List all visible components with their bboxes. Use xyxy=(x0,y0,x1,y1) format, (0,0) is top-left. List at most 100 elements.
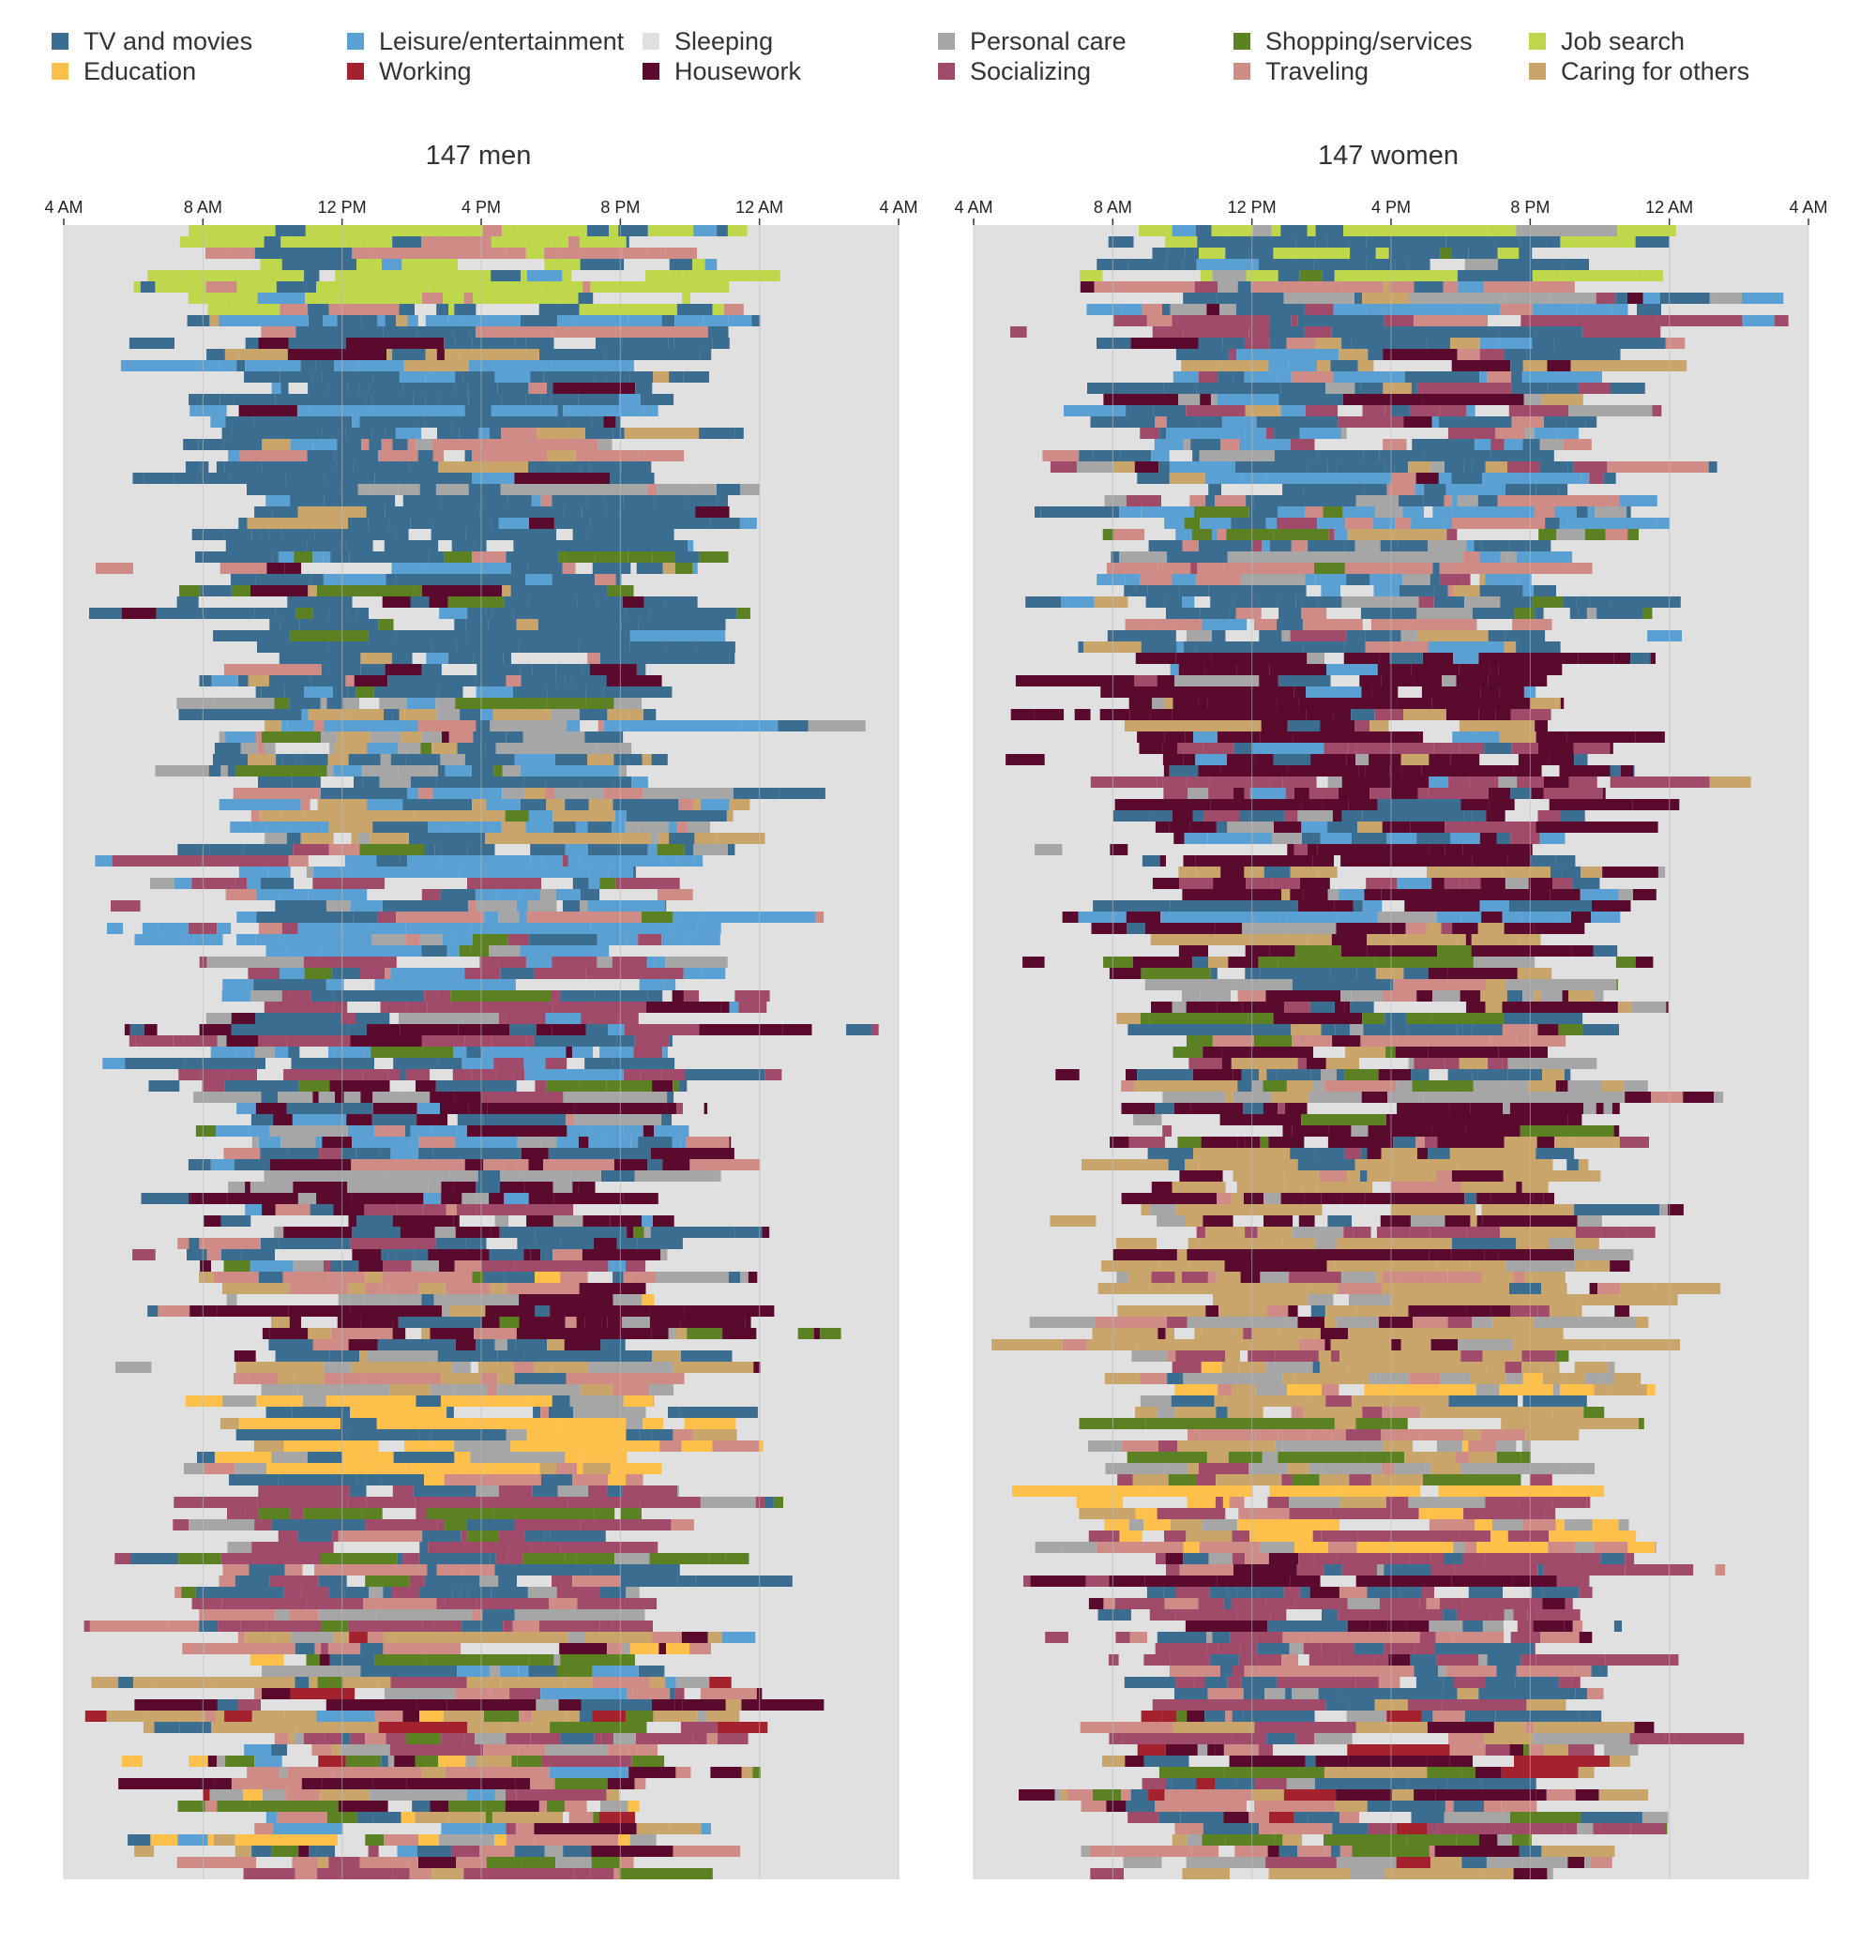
activity-segment-caring xyxy=(1174,1272,1182,1283)
activity-segment-tv xyxy=(276,754,283,765)
activity-segment-caring xyxy=(1578,1159,1589,1170)
activity-segment-traveling xyxy=(1525,1722,1535,1733)
activity-segment-tv xyxy=(578,394,601,405)
activity-segment-housework xyxy=(1459,664,1490,675)
activity-segment-socializing xyxy=(684,990,700,1002)
activity-segment-leisure xyxy=(1479,338,1500,349)
activity-segment-caring xyxy=(202,1677,216,1688)
activity-segment-tv xyxy=(1204,1677,1228,1688)
activity-segment-caring xyxy=(534,1362,552,1373)
activity-segment-leisure xyxy=(661,855,676,867)
activity-segment-tv xyxy=(444,338,456,349)
activity-segment-shopping xyxy=(1301,1114,1386,1125)
activity-segment-socializing xyxy=(1601,1227,1627,1238)
activity-segment-caring xyxy=(1196,867,1207,878)
activity-segment-personal xyxy=(1263,1193,1281,1204)
activity-segment-sleeping xyxy=(1333,1294,1349,1305)
activity-segment-tv xyxy=(347,686,356,698)
activity-segment-sleeping xyxy=(1339,1519,1430,1530)
activity-segment-leisure xyxy=(608,1260,626,1272)
activity-segment-shopping xyxy=(564,551,583,563)
activity-segment-caring xyxy=(1250,1148,1284,1159)
activity-segment-personal xyxy=(506,1429,527,1440)
activity-segment-traveling xyxy=(327,1643,361,1654)
panel-title-women: 147 women xyxy=(1318,141,1459,171)
activity-segment-tv xyxy=(551,394,579,405)
activity-segment-socializing xyxy=(1490,1609,1505,1621)
activity-segment-tv xyxy=(1414,1666,1439,1677)
activity-segment-personal xyxy=(567,731,585,743)
activity-segment-tv xyxy=(1235,304,1305,315)
activity-segment-socializing xyxy=(522,1013,546,1024)
activity-segment-tv xyxy=(205,608,241,619)
activity-segment-personal xyxy=(527,1587,557,1598)
activity-segment-jobsearch xyxy=(692,259,705,270)
activity-segment-socializing xyxy=(199,1069,229,1080)
activity-segment-shopping xyxy=(1406,1013,1432,1024)
activity-segment-socializing xyxy=(1536,1654,1606,1666)
activity-segment-tv xyxy=(1093,450,1121,461)
activity-segment-socializing xyxy=(1090,776,1157,788)
activity-segment-housework xyxy=(430,1801,449,1812)
activity-segment-housework xyxy=(628,1767,676,1778)
activity-segment-traveling xyxy=(96,563,133,574)
activity-segment-housework xyxy=(645,1002,721,1013)
activity-segment-traveling xyxy=(540,1407,549,1418)
activity-segment-tv xyxy=(1344,540,1355,551)
activity-segment-shopping xyxy=(1555,1350,1569,1362)
activity-segment-personal xyxy=(549,1609,645,1621)
activity-segment-housework xyxy=(1330,844,1430,855)
activity-segment-caring xyxy=(1318,1350,1331,1362)
activity-segment-personal xyxy=(539,889,556,900)
activity-segment-socializing xyxy=(347,1497,367,1508)
activity-segment-tv xyxy=(500,968,535,979)
activity-segment-housework xyxy=(1224,1260,1327,1272)
activity-segment-leisure xyxy=(235,1047,250,1058)
activity-segment-leisure xyxy=(1539,833,1566,844)
activity-segment-caring xyxy=(438,461,528,473)
activity-segment-caring xyxy=(213,1834,235,1846)
activity-segment-jobsearch xyxy=(700,281,719,293)
activity-segment-leisure xyxy=(526,270,563,281)
activity-segment-tv xyxy=(1457,270,1533,281)
activity-segment-shopping xyxy=(1387,1452,1405,1463)
activity-segment-personal xyxy=(1355,754,1369,765)
activity-segment-tv xyxy=(322,371,342,383)
activity-segment-tv xyxy=(118,1677,133,1688)
activity-segment-housework xyxy=(416,1699,447,1711)
activity-segment-caring xyxy=(1216,1474,1282,1485)
activity-segment-tv xyxy=(429,551,445,563)
activity-segment-tv xyxy=(1266,1733,1296,1744)
activity-segment-tv xyxy=(287,596,353,608)
activity-segment-tv xyxy=(1035,506,1041,518)
activity-segment-caring xyxy=(1395,1474,1423,1485)
activity-segment-socializing xyxy=(366,1497,416,1508)
activity-segment-caring xyxy=(1198,1159,1298,1170)
activity-segment-caring xyxy=(716,833,765,844)
activity-segment-housework xyxy=(1245,945,1251,957)
activity-segment-socializing xyxy=(1511,743,1538,754)
activity-segment-shopping xyxy=(321,1621,348,1632)
activity-segment-traveling xyxy=(381,1283,389,1294)
activity-segment-tv xyxy=(1108,236,1134,248)
activity-segment-leisure xyxy=(459,867,487,878)
activity-segment-socializing xyxy=(1563,315,1657,326)
activity-segment-caring xyxy=(403,360,433,371)
activity-segment-education xyxy=(1339,1485,1347,1497)
activity-segment-personal xyxy=(1507,1058,1597,1069)
activity-segment-housework xyxy=(1415,473,1423,484)
activity-segment-traveling xyxy=(365,1733,386,1744)
activity-segment-socializing xyxy=(625,1598,658,1609)
activity-segment-housework xyxy=(748,1272,758,1283)
activity-segment-socializing xyxy=(1232,1666,1245,1677)
activity-segment-tv xyxy=(1385,461,1395,473)
activity-segment-tv xyxy=(314,529,371,540)
activity-segment-leisure xyxy=(721,1632,756,1643)
activity-segment-working xyxy=(1161,1711,1177,1722)
activity-segment-housework xyxy=(606,675,662,686)
activity-segment-housework xyxy=(1169,822,1190,833)
activity-segment-housework xyxy=(1355,1576,1452,1587)
activity-segment-tv xyxy=(1315,1148,1345,1159)
activity-segment-socializing xyxy=(1321,1530,1358,1542)
activity-segment-housework xyxy=(1488,675,1540,686)
